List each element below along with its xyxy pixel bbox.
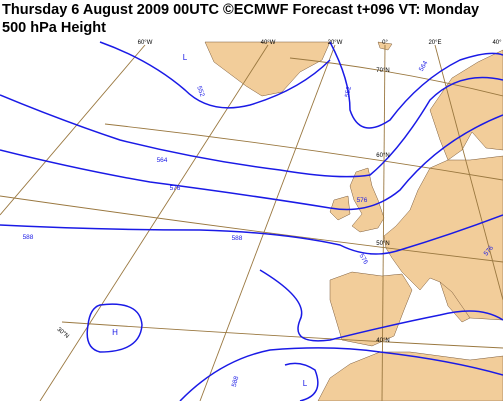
contour xyxy=(99,41,331,109)
great-britain xyxy=(349,167,385,233)
latitude-label: 60°N xyxy=(376,153,389,159)
contour xyxy=(179,347,503,402)
longitude-label: 60°W xyxy=(138,40,153,46)
parallel-60n xyxy=(104,123,503,181)
meridian-40w xyxy=(39,44,269,402)
longitude-label: 20°W xyxy=(328,40,343,46)
contour xyxy=(329,41,503,129)
title-background xyxy=(0,0,503,38)
latitude-label: 70°N xyxy=(376,68,389,74)
parallel-50n xyxy=(0,195,503,263)
italy xyxy=(439,281,471,323)
latitude-label: 40°N xyxy=(376,338,389,344)
greenland xyxy=(204,41,331,97)
longitude-label: 40°W xyxy=(261,40,276,46)
contour-label: 588 xyxy=(231,375,241,388)
contour xyxy=(0,114,503,211)
contour-label: 576 xyxy=(358,253,370,266)
parallel-40n xyxy=(61,321,503,349)
longitude-label: 40° xyxy=(492,40,502,46)
contour-label: 588 xyxy=(23,234,34,241)
contour xyxy=(0,214,503,255)
europe xyxy=(383,155,503,321)
contour-label: 552 xyxy=(195,85,205,98)
meridian-0 xyxy=(381,44,386,402)
meridian-20w xyxy=(199,44,336,402)
low-centre: L xyxy=(183,53,188,62)
map-area: 60°W 40°W 20°W 0° 20°E 40° 70°N 60°N 50°… xyxy=(0,40,503,402)
contour xyxy=(259,269,503,342)
contour-label: 564 xyxy=(418,59,430,72)
high-centre: H xyxy=(112,328,118,337)
contour-label: 552 xyxy=(344,85,353,97)
low-centre: L xyxy=(303,379,308,388)
longitude-label: 0° xyxy=(382,40,388,46)
parallel-70n xyxy=(289,57,503,97)
subtitle: 500 hPa Height xyxy=(2,20,106,36)
contour-label: 588 xyxy=(232,235,243,242)
meridian-60w xyxy=(0,44,146,216)
contour xyxy=(0,76,503,178)
ireland xyxy=(329,195,351,221)
contour xyxy=(284,362,319,402)
title: Thursday 6 August 2009 00UTC ©ECMWF Fore… xyxy=(2,2,479,18)
latitude-label: 50°N xyxy=(376,241,389,247)
contour-label: 576 xyxy=(170,185,181,192)
contour-label: 576 xyxy=(357,197,368,204)
contour-label: 564 xyxy=(157,157,168,164)
contour xyxy=(86,303,143,353)
longitude-label: 20°E xyxy=(428,40,441,46)
